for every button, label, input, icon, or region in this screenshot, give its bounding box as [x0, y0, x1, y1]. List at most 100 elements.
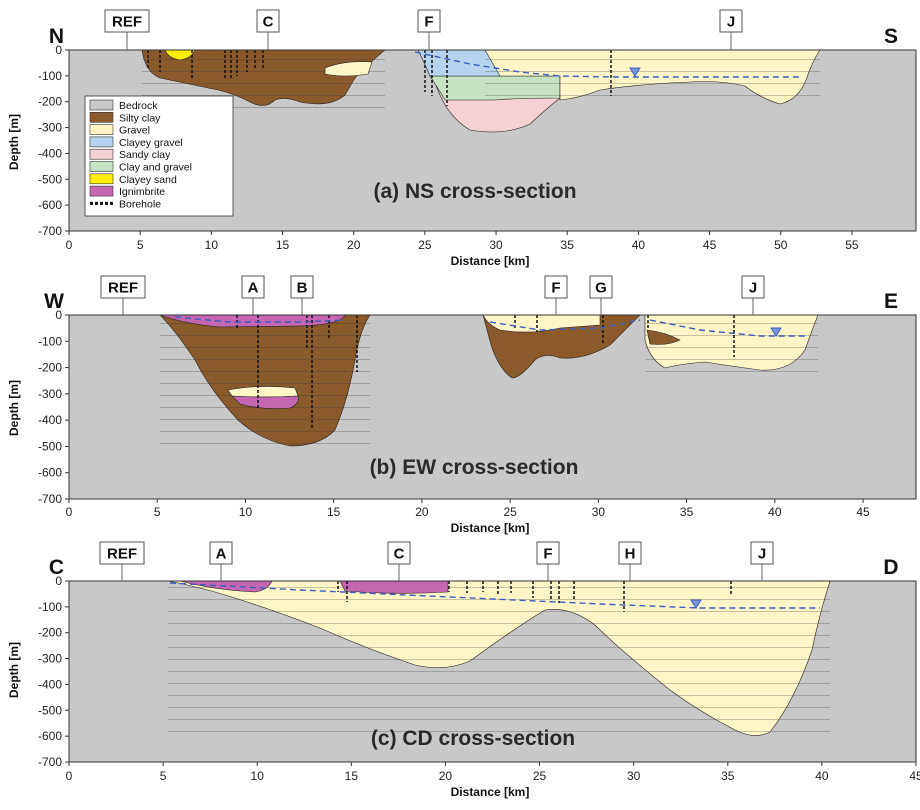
location-label-c: C: [263, 14, 274, 31]
panel-text-1: W E REF A B F G J 0 -100 -200 -300 -400 -500 -600 -700 0…: [7, 275, 898, 535]
location-label-f: F: [543, 546, 552, 563]
x-tick-label: 40: [632, 238, 646, 252]
plot-frame-b: [68, 314, 917, 500]
y-axis-title: Depth [m]: [7, 114, 21, 170]
legend-swatch: [89, 124, 114, 135]
water-table-c: [169, 582, 820, 609]
legend-swatch: [89, 173, 114, 185]
ignimbrite-top: [159, 315, 346, 328]
x-tick-label: 30: [489, 238, 503, 252]
y-tick-label: -400: [38, 677, 62, 691]
left-edge-letter: C: [49, 556, 64, 579]
section-title: (c) CD cross-section: [371, 727, 575, 750]
x-tick-label: 20: [347, 238, 361, 252]
location-label-j: J: [749, 280, 757, 297]
water-table-b: [174, 316, 346, 323]
y-tick-label: -300: [38, 121, 62, 135]
plot-frame-c: [68, 580, 917, 763]
legend-label: Clayey gravel: [119, 137, 183, 149]
main-basin-hatch: [168, 581, 830, 741]
y-tick-label: 0: [55, 574, 62, 588]
x-tick-label: 50: [774, 238, 788, 252]
x-tick-label: 10: [239, 505, 253, 519]
x-tick-label: 5: [160, 769, 167, 783]
location-label-box: [544, 275, 568, 299]
left-edge-letter: W: [44, 290, 64, 313]
legend-label: Ignimbrite: [119, 186, 165, 198]
legend-swatch: [89, 148, 114, 160]
y-tick-label: 0: [55, 43, 62, 57]
x-tick-label: 45: [856, 505, 870, 519]
legend-label: Bedrock: [119, 100, 158, 112]
water-table-marker-c: [690, 599, 702, 609]
panel-text-0: N S REF C F J 0 -100 -200 -300 -400 -500 -600 -700 0 5 1…: [7, 9, 898, 268]
location-label-c: C: [394, 546, 405, 563]
x-tick-label: 40: [768, 505, 782, 519]
location-label-h: H: [625, 546, 636, 563]
y-tick-label: 0: [55, 308, 62, 322]
y-tick-label: -600: [38, 198, 62, 212]
x-tick-label: 20: [439, 769, 453, 783]
ignimbrite-top: [179, 581, 273, 593]
x-tick-label: 15: [327, 505, 341, 519]
location-label-box: [750, 541, 774, 565]
legend-label: Gravel: [119, 125, 150, 137]
water-table-marker-b: [770, 327, 782, 337]
x-tick-label: 15: [345, 769, 359, 783]
legend-swatch: [89, 136, 114, 148]
x-tick-label: 30: [627, 769, 641, 783]
section-title: (a) NS cross-section: [373, 180, 576, 203]
water-table-b2: [489, 319, 641, 331]
location-label-a: A: [248, 280, 259, 297]
x-tick-label: 5: [137, 238, 144, 252]
gravel-lens: [324, 61, 373, 77]
location-label-box: [589, 275, 613, 299]
y-tick-label: -700: [38, 755, 62, 769]
x-tick-label: 10: [205, 238, 219, 252]
y-tick-label: -600: [38, 729, 62, 743]
y-tick-label: -200: [38, 361, 62, 375]
location-label-g: G: [595, 280, 607, 297]
y-axis-title: Depth [m]: [7, 380, 21, 436]
y-tick-label: -500: [38, 439, 62, 453]
x-tick-label: 30: [592, 505, 606, 519]
y-tick-label: -200: [38, 626, 62, 640]
x-tick-label: 10: [251, 769, 265, 783]
boreholes-a: [147, 50, 612, 106]
x-tick-label: 25: [418, 238, 432, 252]
panel-text-2: C D REF A C F H J 0 -100 -200 -300 -400 -500 -600 -700 0…: [7, 541, 920, 799]
right-edge-letter: E: [884, 290, 898, 313]
x-tick-label: 15: [276, 238, 290, 252]
x-tick-label: 0: [66, 238, 73, 252]
y-tick-label: -200: [38, 95, 62, 109]
x-axis-title: Distance [km]: [451, 254, 530, 268]
location-label-b: B: [297, 280, 308, 297]
legend-swatch: [89, 112, 114, 123]
plot-frame-a: [68, 49, 917, 232]
y-axis-title: Depth [m]: [7, 642, 21, 698]
legend-swatch: [89, 99, 114, 111]
east-basin-silty-clay: [646, 329, 681, 345]
y-tick-label: -400: [38, 146, 62, 160]
location-label-f: F: [551, 280, 560, 297]
clayey-sand-lens: [164, 50, 196, 61]
legend-label: Borehole: [119, 198, 161, 210]
panel-b: [68, 314, 917, 500]
text-layer: N S REF C F J 0 -100 -200 -300 -400 -500 -600 -700 0 5 1…: [7, 9, 920, 799]
x-axis-title: Distance [km]: [451, 785, 530, 799]
x-tick-label: 55: [845, 238, 859, 252]
x-tick-label: 0: [66, 769, 73, 783]
location-label-box: [241, 275, 265, 299]
y-tick-label: -500: [38, 703, 62, 717]
x-tick-label: 35: [721, 769, 735, 783]
boreholes-c: [337, 581, 732, 612]
water-table-b3: [649, 319, 805, 337]
y-tick-label: -300: [38, 652, 62, 666]
location-label-box: [256, 9, 280, 33]
x-tick-label: 25: [503, 505, 517, 519]
x-tick-label: 35: [561, 238, 575, 252]
y-tick-label: -600: [38, 466, 62, 480]
location-label-a: A: [216, 546, 227, 563]
legend-swatch: [89, 161, 114, 172]
